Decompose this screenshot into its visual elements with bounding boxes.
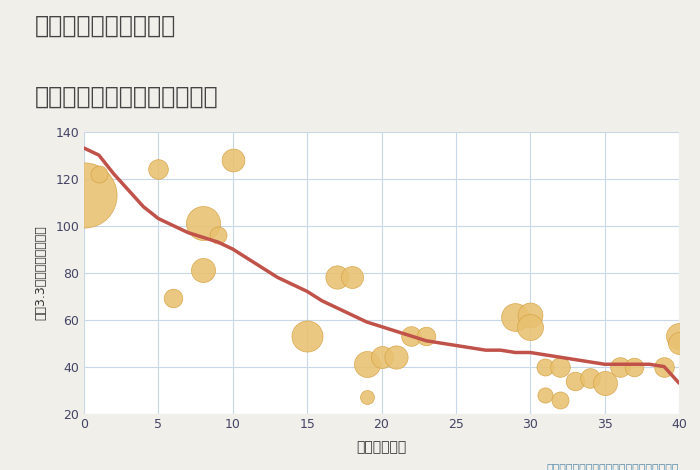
Text: 築年数別中古マンション価格: 築年数別中古マンション価格 [35,85,218,109]
Point [554,363,566,370]
Point [93,170,104,178]
Point [361,360,372,368]
Point [525,311,536,319]
Point [659,363,670,370]
Point [540,391,551,399]
Point [673,339,685,347]
Point [584,375,595,382]
Point [78,191,90,199]
Point [540,363,551,370]
Point [673,332,685,340]
Point [391,353,402,361]
Point [614,363,625,370]
Point [510,313,521,321]
X-axis label: 築年数（年）: 築年数（年） [356,440,407,454]
Point [376,353,387,361]
Point [212,231,223,239]
Point [197,219,209,227]
Text: 奈良県奈良市五条畑の: 奈良県奈良市五条畑の [35,14,176,38]
Point [525,323,536,330]
Point [346,274,357,281]
Point [554,396,566,403]
Point [331,274,342,281]
Point [406,332,417,340]
Point [302,332,313,340]
Text: 円の大きさは、取引のあった物件面積を示す: 円の大きさは、取引のあった物件面積を示す [547,464,679,470]
Point [361,393,372,401]
Point [227,156,238,164]
Point [569,377,580,384]
Point [197,266,209,274]
Point [629,363,640,370]
Y-axis label: 坪（3.3㎡）単価（万円）: 坪（3.3㎡）単価（万円） [34,225,47,320]
Point [168,295,179,302]
Point [599,379,610,387]
Point [421,332,432,340]
Point [153,165,164,173]
